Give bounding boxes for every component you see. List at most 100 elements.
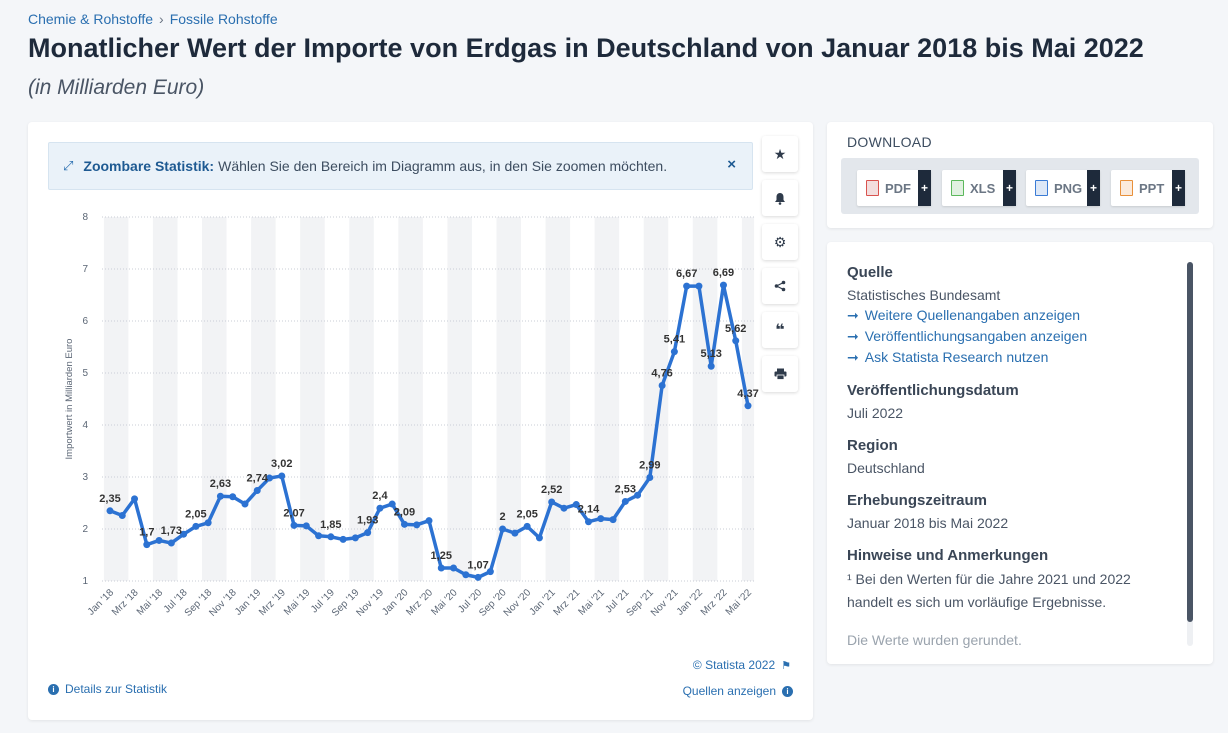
print-button[interactable] [762,356,798,392]
copyright-text: © Statista 2022 [692,658,776,672]
download-png-label: PNG [1054,180,1083,196]
x-tick-label: Nov '21 [649,587,681,619]
print-icon [774,368,786,380]
favorite-button[interactable]: ★ [762,136,798,172]
data-point [548,498,556,506]
details-link[interactable]: i Details zur Statistik [48,682,167,696]
data-point [180,530,188,538]
source-text: Statistisches Bundesamt [847,287,1001,303]
zoom-banner-text: Wählen Sie den Bereich im Diagramm aus, … [218,158,668,174]
source-heading: Quelle [847,264,893,281]
data-point [658,381,666,389]
data-point [388,500,396,508]
download-bar: PDF + XLS + PNG + PPT + [841,158,1199,214]
data-point [400,520,408,528]
ask-research-link[interactable]: ➞ Ask Statista Research nutzen [847,347,1167,368]
data-label: 3,02 [271,458,292,470]
background-band [349,217,374,581]
download-ppt-button[interactable]: PPT + [1111,170,1185,206]
data-label: 6,67 [676,268,697,280]
plus-icon: + [1087,170,1100,206]
download-pdf-button[interactable]: PDF + [857,170,931,206]
close-icon[interactable]: × [727,156,736,173]
quote-icon: ❝ [775,322,785,339]
breadcrumb-separator: › [159,11,164,27]
data-point [670,348,678,356]
breadcrumb-item-fossile[interactable]: Fossile Rohstoffe [169,11,278,27]
x-tick-label: Mai '19 [282,587,313,618]
y-tick-label: 6 [82,316,88,327]
data-label: 2 [500,511,506,523]
background-band [447,217,472,581]
arrow-right-icon: ➞ [847,349,859,365]
download-png-button[interactable]: PNG + [1026,170,1100,206]
scrollbar-thumb[interactable] [1187,262,1193,622]
data-point [523,522,531,530]
data-point [302,522,310,530]
data-point [143,541,151,549]
data-point [695,282,703,290]
y-tick-label: 2 [82,524,88,535]
data-point [118,511,126,519]
data-point [732,337,740,345]
plus-icon: + [1003,170,1016,206]
data-label: 2,14 [578,504,600,516]
data-point [707,362,715,370]
x-tick-label: Mai '22 [724,587,755,618]
background-band [496,217,522,581]
data-point [216,492,224,500]
data-label: 1,73 [161,525,182,537]
data-point [744,402,752,410]
ppt-file-icon [1120,180,1133,196]
data-point [266,474,273,482]
page-subtitle: (in Milliarden Euro) [28,76,205,99]
data-point [327,533,335,541]
breadcrumb-item-chemie[interactable]: Chemie & Rohstoffe [28,11,154,27]
download-pdf-label: PDF [885,180,911,196]
data-label: 4,37 [737,388,758,400]
share-button[interactable] [762,268,798,304]
data-label: 5,41 [664,334,685,346]
data-label: 1,07 [467,559,488,571]
sources-link[interactable]: Quellen anzeigen i [683,684,793,698]
xls-file-icon [951,180,964,196]
data-point [437,564,445,572]
plus-icon: + [1172,170,1185,206]
more-sources-link[interactable]: ➞ Weitere Quellenangaben anzeigen [847,305,1167,326]
period-heading: Erhebungszeitraum [847,492,988,509]
data-point [474,573,482,581]
info-icon: i [782,685,793,697]
publication-info-label: Veröffentlichungsangaben anzeigen [864,328,1088,344]
background-band [545,217,571,581]
data-label: 1,7 [139,527,154,539]
background-band [594,217,620,581]
copyright[interactable]: © Statista 2022 ⚑ [693,658,791,672]
pubdate-text: Juli 2022 [847,405,904,421]
data-point [229,493,237,501]
download-xls-button[interactable]: XLS + [942,170,1016,206]
publication-info-link[interactable]: ➞ Veröffentlichungsangaben anzeigen [847,326,1167,347]
data-label: 4,76 [651,367,672,379]
page-title: Monatlicher Wert der Importe von Erdgas … [28,33,1144,63]
png-file-icon [1035,180,1048,196]
settings-button[interactable]: ⚙ [762,224,798,260]
data-point [609,516,617,524]
x-tick-label: Nov '19 [355,587,387,619]
data-point [131,495,139,503]
data-point [535,534,543,542]
cite-button[interactable]: ❝ [762,312,798,348]
data-point [204,519,212,527]
data-label: 2,63 [210,478,231,490]
data-label: 2,05 [185,508,206,520]
notify-button[interactable] [762,180,798,216]
data-point [646,474,654,482]
data-point [364,529,372,537]
data-label: 6,69 [713,267,734,279]
data-point [192,522,200,530]
ask-research-label: Ask Statista Research nutzen [864,349,1049,365]
gear-icon: ⚙ [773,233,787,250]
data-point [597,515,605,523]
region-text: Deutschland [847,460,925,476]
data-point [462,571,470,579]
